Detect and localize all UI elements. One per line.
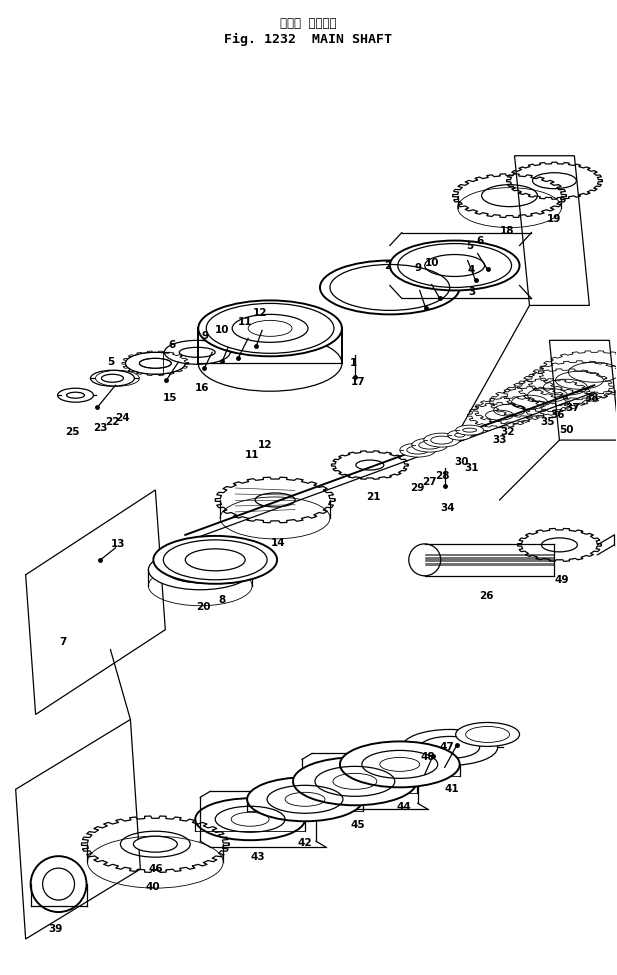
Text: 40: 40 bbox=[145, 882, 160, 892]
Polygon shape bbox=[550, 340, 617, 440]
Text: 6: 6 bbox=[476, 236, 483, 246]
Ellipse shape bbox=[293, 758, 416, 805]
Text: 22: 22 bbox=[105, 417, 120, 427]
Ellipse shape bbox=[139, 358, 172, 369]
Text: 8: 8 bbox=[218, 595, 226, 604]
Ellipse shape bbox=[91, 370, 135, 386]
Text: 9: 9 bbox=[202, 332, 209, 341]
Ellipse shape bbox=[180, 347, 215, 357]
Text: 46: 46 bbox=[148, 864, 163, 875]
Ellipse shape bbox=[57, 388, 94, 403]
Text: 21: 21 bbox=[366, 492, 381, 502]
Text: 20: 20 bbox=[196, 602, 210, 611]
Text: 32: 32 bbox=[500, 427, 515, 437]
Text: 29: 29 bbox=[410, 483, 425, 493]
Ellipse shape bbox=[412, 438, 448, 452]
Ellipse shape bbox=[67, 392, 85, 398]
Ellipse shape bbox=[195, 799, 305, 840]
Ellipse shape bbox=[320, 260, 460, 314]
Ellipse shape bbox=[148, 550, 252, 590]
Text: 45: 45 bbox=[350, 820, 365, 831]
Ellipse shape bbox=[431, 436, 453, 444]
Ellipse shape bbox=[402, 729, 497, 765]
Text: 37: 37 bbox=[565, 404, 580, 413]
Text: 14: 14 bbox=[271, 538, 286, 548]
Ellipse shape bbox=[247, 777, 363, 821]
Ellipse shape bbox=[456, 425, 484, 435]
Ellipse shape bbox=[165, 557, 235, 583]
Text: 47: 47 bbox=[439, 742, 454, 753]
Text: 13: 13 bbox=[111, 539, 126, 549]
Text: 25: 25 bbox=[65, 427, 80, 437]
Ellipse shape bbox=[125, 352, 185, 374]
Ellipse shape bbox=[455, 433, 465, 437]
Polygon shape bbox=[26, 490, 165, 715]
Text: 7: 7 bbox=[59, 637, 66, 646]
Text: 33: 33 bbox=[492, 435, 507, 446]
Text: 36: 36 bbox=[550, 410, 565, 420]
Text: 27: 27 bbox=[423, 477, 437, 487]
Text: 28: 28 bbox=[436, 471, 450, 481]
Ellipse shape bbox=[407, 447, 429, 454]
Text: 49: 49 bbox=[554, 575, 569, 585]
Text: 10: 10 bbox=[424, 257, 439, 267]
Ellipse shape bbox=[164, 340, 230, 365]
Text: 39: 39 bbox=[48, 924, 63, 934]
Text: 12: 12 bbox=[258, 440, 272, 450]
Text: 12: 12 bbox=[253, 308, 267, 319]
Text: 31: 31 bbox=[465, 463, 479, 473]
Text: 44: 44 bbox=[396, 802, 411, 812]
Ellipse shape bbox=[390, 241, 520, 291]
Text: 24: 24 bbox=[115, 413, 130, 423]
Text: Fig. 1232  MAIN SHAFT: Fig. 1232 MAIN SHAFT bbox=[224, 32, 392, 46]
Text: 15: 15 bbox=[163, 393, 178, 404]
Ellipse shape bbox=[463, 428, 476, 432]
Ellipse shape bbox=[133, 837, 177, 852]
Text: 4: 4 bbox=[468, 265, 475, 276]
Text: 10: 10 bbox=[215, 326, 230, 335]
Text: 26: 26 bbox=[479, 591, 494, 601]
Ellipse shape bbox=[31, 856, 86, 912]
Text: 50: 50 bbox=[559, 425, 574, 435]
Text: 35: 35 bbox=[540, 417, 555, 427]
Text: 6: 6 bbox=[168, 340, 176, 350]
Text: 17: 17 bbox=[350, 377, 365, 387]
Text: 16: 16 bbox=[195, 383, 210, 393]
Text: 11: 11 bbox=[238, 318, 252, 328]
Ellipse shape bbox=[456, 722, 520, 747]
Text: 42: 42 bbox=[297, 838, 312, 848]
Ellipse shape bbox=[198, 300, 342, 356]
Ellipse shape bbox=[340, 741, 460, 788]
Ellipse shape bbox=[154, 536, 277, 584]
Text: 18: 18 bbox=[500, 225, 515, 236]
Polygon shape bbox=[515, 156, 589, 305]
Ellipse shape bbox=[424, 433, 460, 448]
Text: 5: 5 bbox=[466, 241, 473, 251]
Text: 11: 11 bbox=[245, 450, 259, 460]
Ellipse shape bbox=[400, 443, 436, 457]
Text: 43: 43 bbox=[251, 852, 265, 862]
Text: 41: 41 bbox=[444, 784, 459, 795]
Ellipse shape bbox=[448, 430, 471, 440]
Text: 5: 5 bbox=[107, 357, 114, 368]
Ellipse shape bbox=[419, 441, 441, 449]
Text: メイン  シャフト: メイン シャフト bbox=[280, 17, 336, 29]
Text: 9: 9 bbox=[414, 263, 421, 274]
Text: 48: 48 bbox=[420, 753, 435, 762]
Text: 1: 1 bbox=[350, 358, 357, 369]
Text: 34: 34 bbox=[441, 503, 455, 513]
Text: 3: 3 bbox=[468, 288, 475, 297]
Text: 30: 30 bbox=[454, 457, 469, 467]
Ellipse shape bbox=[420, 736, 479, 759]
Text: 23: 23 bbox=[93, 423, 108, 433]
Polygon shape bbox=[15, 720, 141, 939]
Text: 19: 19 bbox=[547, 214, 561, 223]
Text: 2: 2 bbox=[384, 260, 391, 270]
Ellipse shape bbox=[101, 374, 123, 382]
Text: 38: 38 bbox=[584, 393, 598, 404]
